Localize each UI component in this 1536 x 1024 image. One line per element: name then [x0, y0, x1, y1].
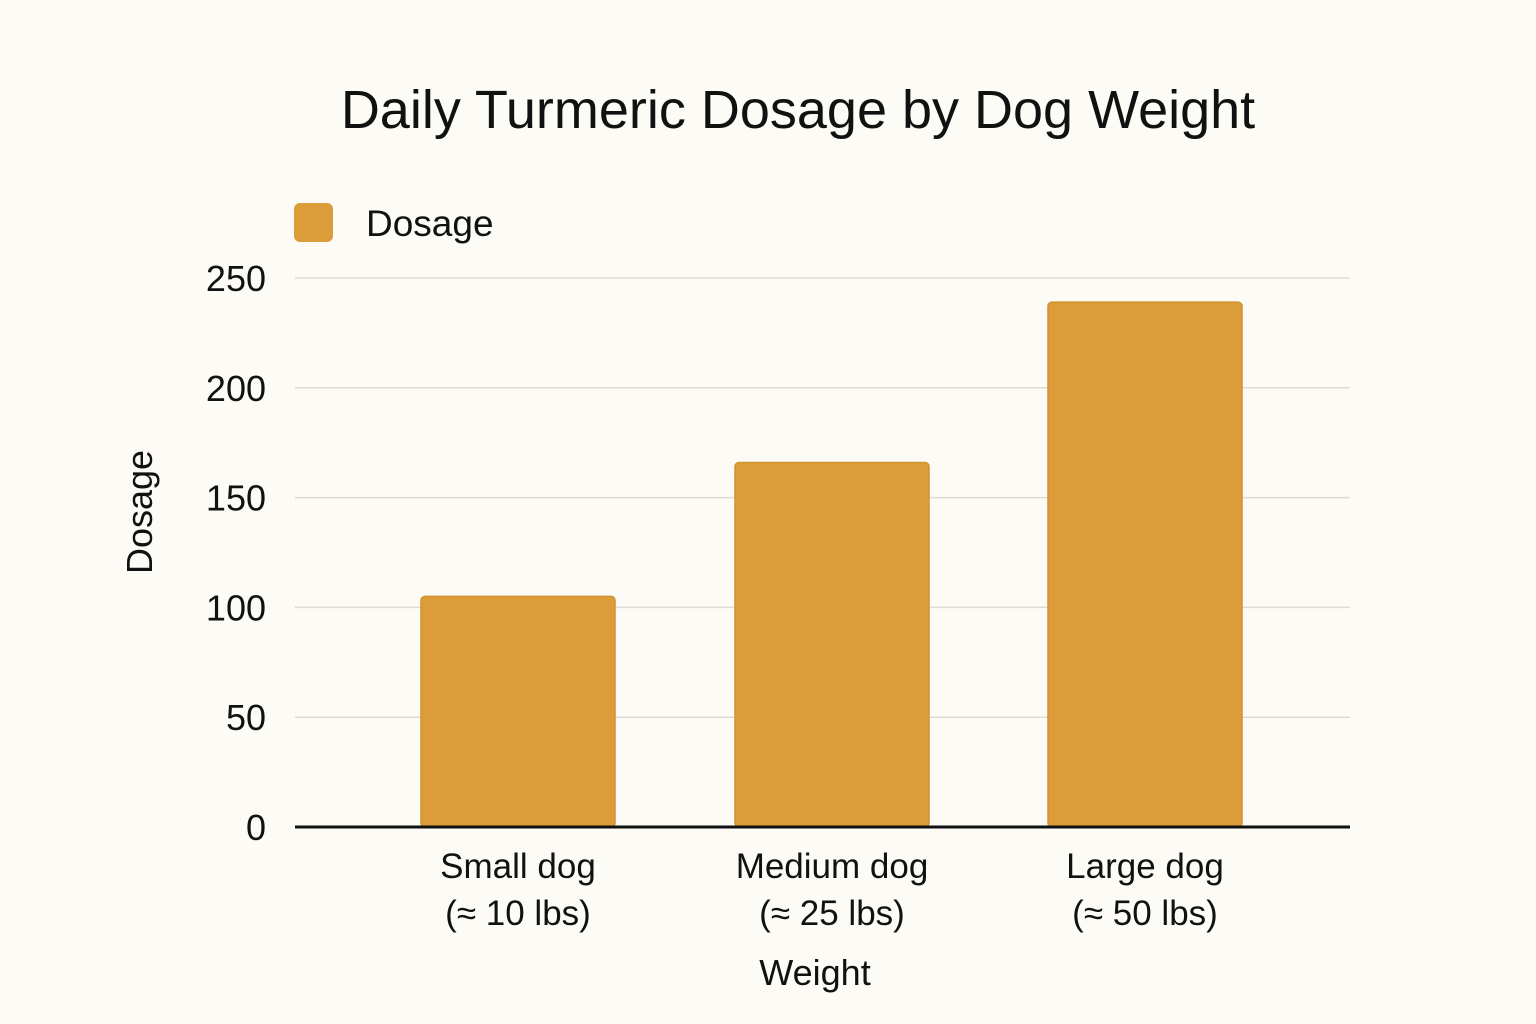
bars — [420, 301, 1243, 828]
bar — [734, 461, 930, 828]
x-tick-label: (≈ 50 lbs) — [1072, 894, 1218, 933]
y-axis-ticks: 0 50 100 150 200 250 — [206, 258, 266, 848]
x-axis-label: Weight — [759, 952, 870, 993]
chart-title: Daily Turmeric Dosage by Dog Weight — [341, 80, 1255, 140]
x-axis-ticks: Small dog (≈ 10 lbs) Medium dog (≈ 25 lbs) L… — [440, 847, 1224, 933]
y-tick-label: 150 — [206, 478, 266, 519]
x-tick-label: Medium dog — [736, 847, 929, 886]
bar — [1047, 301, 1243, 828]
y-tick-label: 250 — [206, 258, 266, 299]
legend-swatch-dosage — [294, 203, 333, 242]
y-tick-label: 200 — [206, 368, 266, 409]
x-tick-label: (≈ 10 lbs) — [445, 894, 591, 933]
y-axis-label: Dosage — [119, 450, 160, 574]
legend: Dosage — [294, 203, 494, 244]
y-tick-label: 50 — [226, 697, 266, 738]
bar — [420, 595, 616, 828]
x-tick-label: Small dog — [440, 847, 596, 886]
y-tick-label: 100 — [206, 587, 266, 628]
x-tick-label: Large dog — [1066, 847, 1224, 886]
legend-label-dosage: Dosage — [366, 203, 494, 244]
x-tick-label: (≈ 25 lbs) — [759, 894, 905, 933]
y-tick-label: 0 — [246, 807, 266, 848]
